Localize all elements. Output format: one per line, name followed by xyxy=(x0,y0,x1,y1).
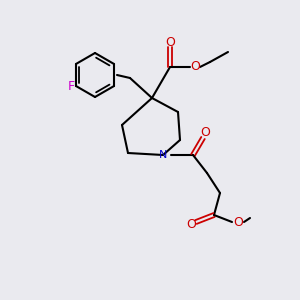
Text: N: N xyxy=(159,150,167,160)
Text: O: O xyxy=(186,218,196,232)
Text: O: O xyxy=(165,35,175,49)
Text: O: O xyxy=(190,61,200,74)
Text: O: O xyxy=(200,127,210,140)
Text: O: O xyxy=(233,215,243,229)
Text: F: F xyxy=(68,80,74,92)
